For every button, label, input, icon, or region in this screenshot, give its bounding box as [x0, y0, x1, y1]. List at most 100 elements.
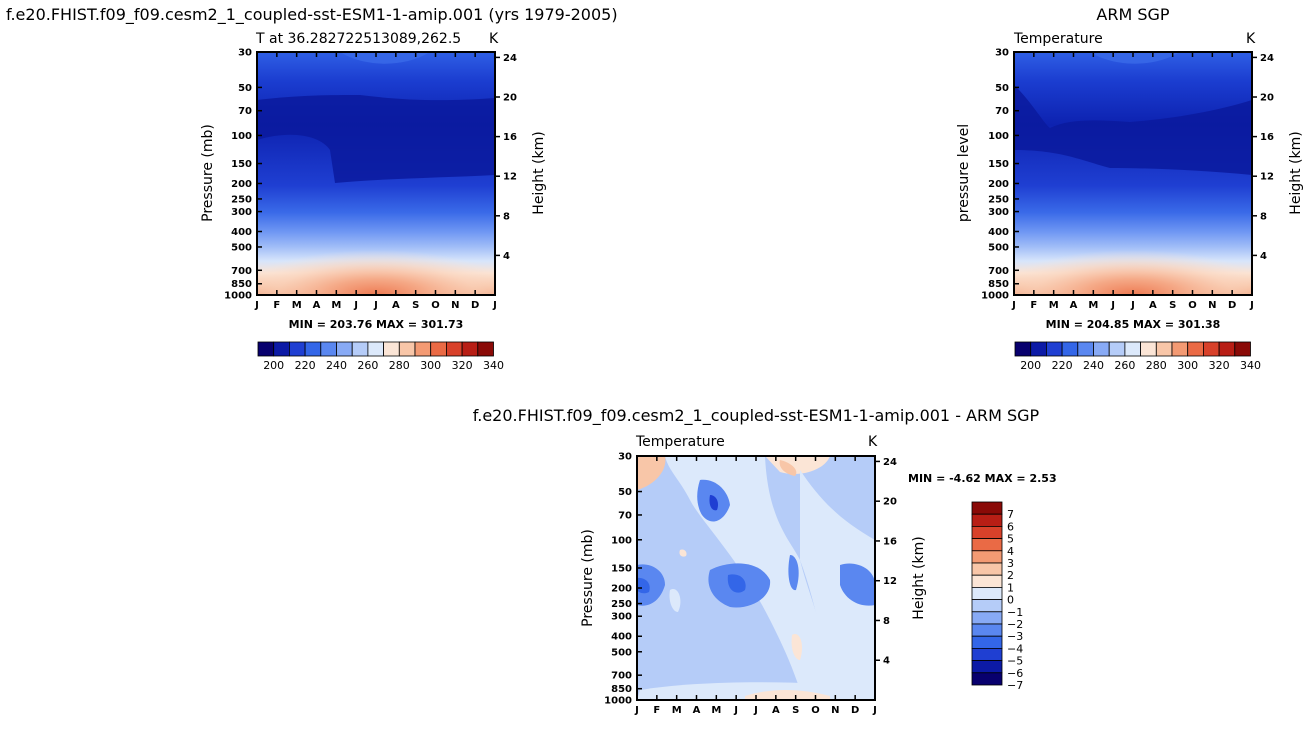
model-warm-dome — [257, 220, 495, 295]
colorbar-swatch — [1203, 341, 1220, 357]
x-tick-label: A — [772, 705, 780, 716]
colorbar-swatch — [1061, 341, 1079, 357]
x-tick-label: M — [1049, 300, 1059, 311]
colorbar-swatch — [1093, 341, 1110, 357]
colorbar-swatch — [1108, 341, 1126, 357]
colorbar-label: 200 — [1020, 359, 1041, 372]
colorbar-swatch — [1187, 341, 1204, 357]
y-tick-label: 400 — [988, 227, 1009, 238]
y-tick-label: 1000 — [604, 696, 632, 707]
y-tick-label: 200 — [231, 179, 252, 190]
obs-plot-area — [1013, 51, 1253, 296]
y-tick-label-right: 4 — [503, 251, 510, 262]
y-tick-label: 700 — [231, 266, 252, 277]
colorbar-swatch — [971, 587, 1003, 601]
x-tick-label: N — [831, 705, 839, 716]
colorbar-label: 260 — [1114, 359, 1135, 372]
x-tick-label: J — [1130, 300, 1135, 311]
colorbar-swatch — [257, 341, 275, 357]
obs-ylabel-right: Height (km) — [1288, 131, 1304, 214]
colorbar-swatch — [461, 341, 479, 357]
y-tick-label-right: 24 — [503, 53, 517, 64]
obs-title: ARM SGP — [1096, 5, 1170, 24]
y-tick-label-right: 16 — [1260, 132, 1274, 143]
x-tick-label: F — [1030, 300, 1037, 311]
colorbar-swatch — [1046, 341, 1063, 357]
y-tick-label: 850 — [611, 684, 632, 695]
y-tick-label: 850 — [231, 279, 252, 290]
y-tick-label: 70 — [995, 106, 1009, 117]
model-y-ticks-right: 24 20 16 12 8 4 — [495, 53, 517, 262]
obs-cold-core — [1014, 85, 1252, 175]
colorbar-label: −2 — [1007, 618, 1023, 631]
colorbar-swatch — [351, 341, 369, 357]
y-tick-label-right: 20 — [1260, 93, 1274, 104]
colorbar-swatch — [304, 341, 322, 357]
model-plot-area — [256, 51, 496, 296]
y-tick-label: 200 — [988, 179, 1009, 190]
colorbar-swatch — [477, 341, 494, 357]
x-tick-label: J — [753, 705, 758, 716]
colorbar-swatch — [1140, 341, 1157, 357]
x-tick-label: J — [634, 705, 639, 716]
colorbar-label: 200 — [263, 359, 284, 372]
model-units: K — [489, 31, 499, 47]
colorbar-swatch — [1124, 341, 1142, 357]
y-tick-label: 50 — [238, 83, 252, 94]
x-tick-label: J — [373, 300, 378, 311]
y-tick-label: 30 — [995, 48, 1009, 59]
x-tick-label: N — [451, 300, 459, 311]
colorbar-label: −7 — [1007, 679, 1023, 692]
colorbar-label: 280 — [389, 359, 410, 372]
y-tick-label-right: 24 — [883, 457, 897, 468]
colorbar-label: 1 — [1007, 581, 1014, 594]
model-ylabel-right: Height (km) — [531, 131, 547, 214]
panel-observation: ARM SGP Temperature K 30 50 70 100 150 200 250… — [956, 5, 1304, 372]
x-tick-label: J — [492, 300, 497, 311]
diff-cold-spot-2 — [637, 564, 665, 606]
model-ylabel: Pressure (mb) — [200, 124, 216, 222]
y-tick-label: 500 — [611, 647, 632, 658]
y-tick-label-right: 8 — [503, 211, 510, 222]
x-tick-label: O — [1188, 300, 1197, 311]
y-tick-label: 30 — [238, 48, 252, 59]
diff-cold-core-3 — [727, 574, 746, 593]
obs-units: K — [1246, 31, 1256, 47]
x-tick-label: F — [273, 300, 280, 311]
x-tick-label: J — [1249, 300, 1254, 311]
colorbar-label: −4 — [1007, 642, 1023, 655]
x-tick-label: J — [1110, 300, 1115, 311]
y-tick-label-right: 12 — [883, 576, 897, 587]
y-tick-label: 250 — [988, 194, 1009, 205]
x-tick-label: N — [1208, 300, 1216, 311]
colorbar-swatch — [1155, 341, 1173, 357]
diff-cold-spot-5 — [788, 555, 799, 591]
y-tick-label: 100 — [611, 535, 632, 546]
diff-cold-core-2 — [637, 577, 650, 594]
colorbar-swatch — [971, 599, 1003, 613]
diff-warm-tl — [637, 456, 666, 490]
colorbar-label: −6 — [1007, 667, 1023, 680]
colorbar-swatch — [971, 550, 1003, 564]
x-tick-label: J — [872, 705, 877, 716]
colorbar-label: 7 — [1007, 508, 1014, 521]
x-tick-label: J — [1011, 300, 1016, 311]
model-stats: MIN = 203.76 MAX = 301.73 — [289, 318, 464, 331]
panel-model: f.e20.FHIST.f09_f09.cesm2_1_coupled-sst-… — [6, 5, 618, 372]
diff-units: K — [868, 434, 878, 450]
y-tick-label: 100 — [231, 131, 252, 142]
x-tick-label: M — [331, 300, 341, 311]
x-tick-label: J — [353, 300, 358, 311]
colorbar-swatch — [971, 611, 1003, 625]
x-tick-label: F — [653, 705, 660, 716]
colorbar-label: −5 — [1007, 655, 1023, 668]
colorbar-swatch — [414, 341, 432, 357]
colorbar-swatch — [971, 501, 1003, 515]
obs-y-ticks-right: 24 20 16 12 8 4 — [1252, 53, 1274, 262]
x-tick-label: J — [733, 705, 738, 716]
y-tick-label-right: 20 — [883, 497, 897, 508]
diff-ylabel: Pressure (mb) — [580, 529, 596, 627]
colorbar-swatch — [288, 341, 306, 357]
